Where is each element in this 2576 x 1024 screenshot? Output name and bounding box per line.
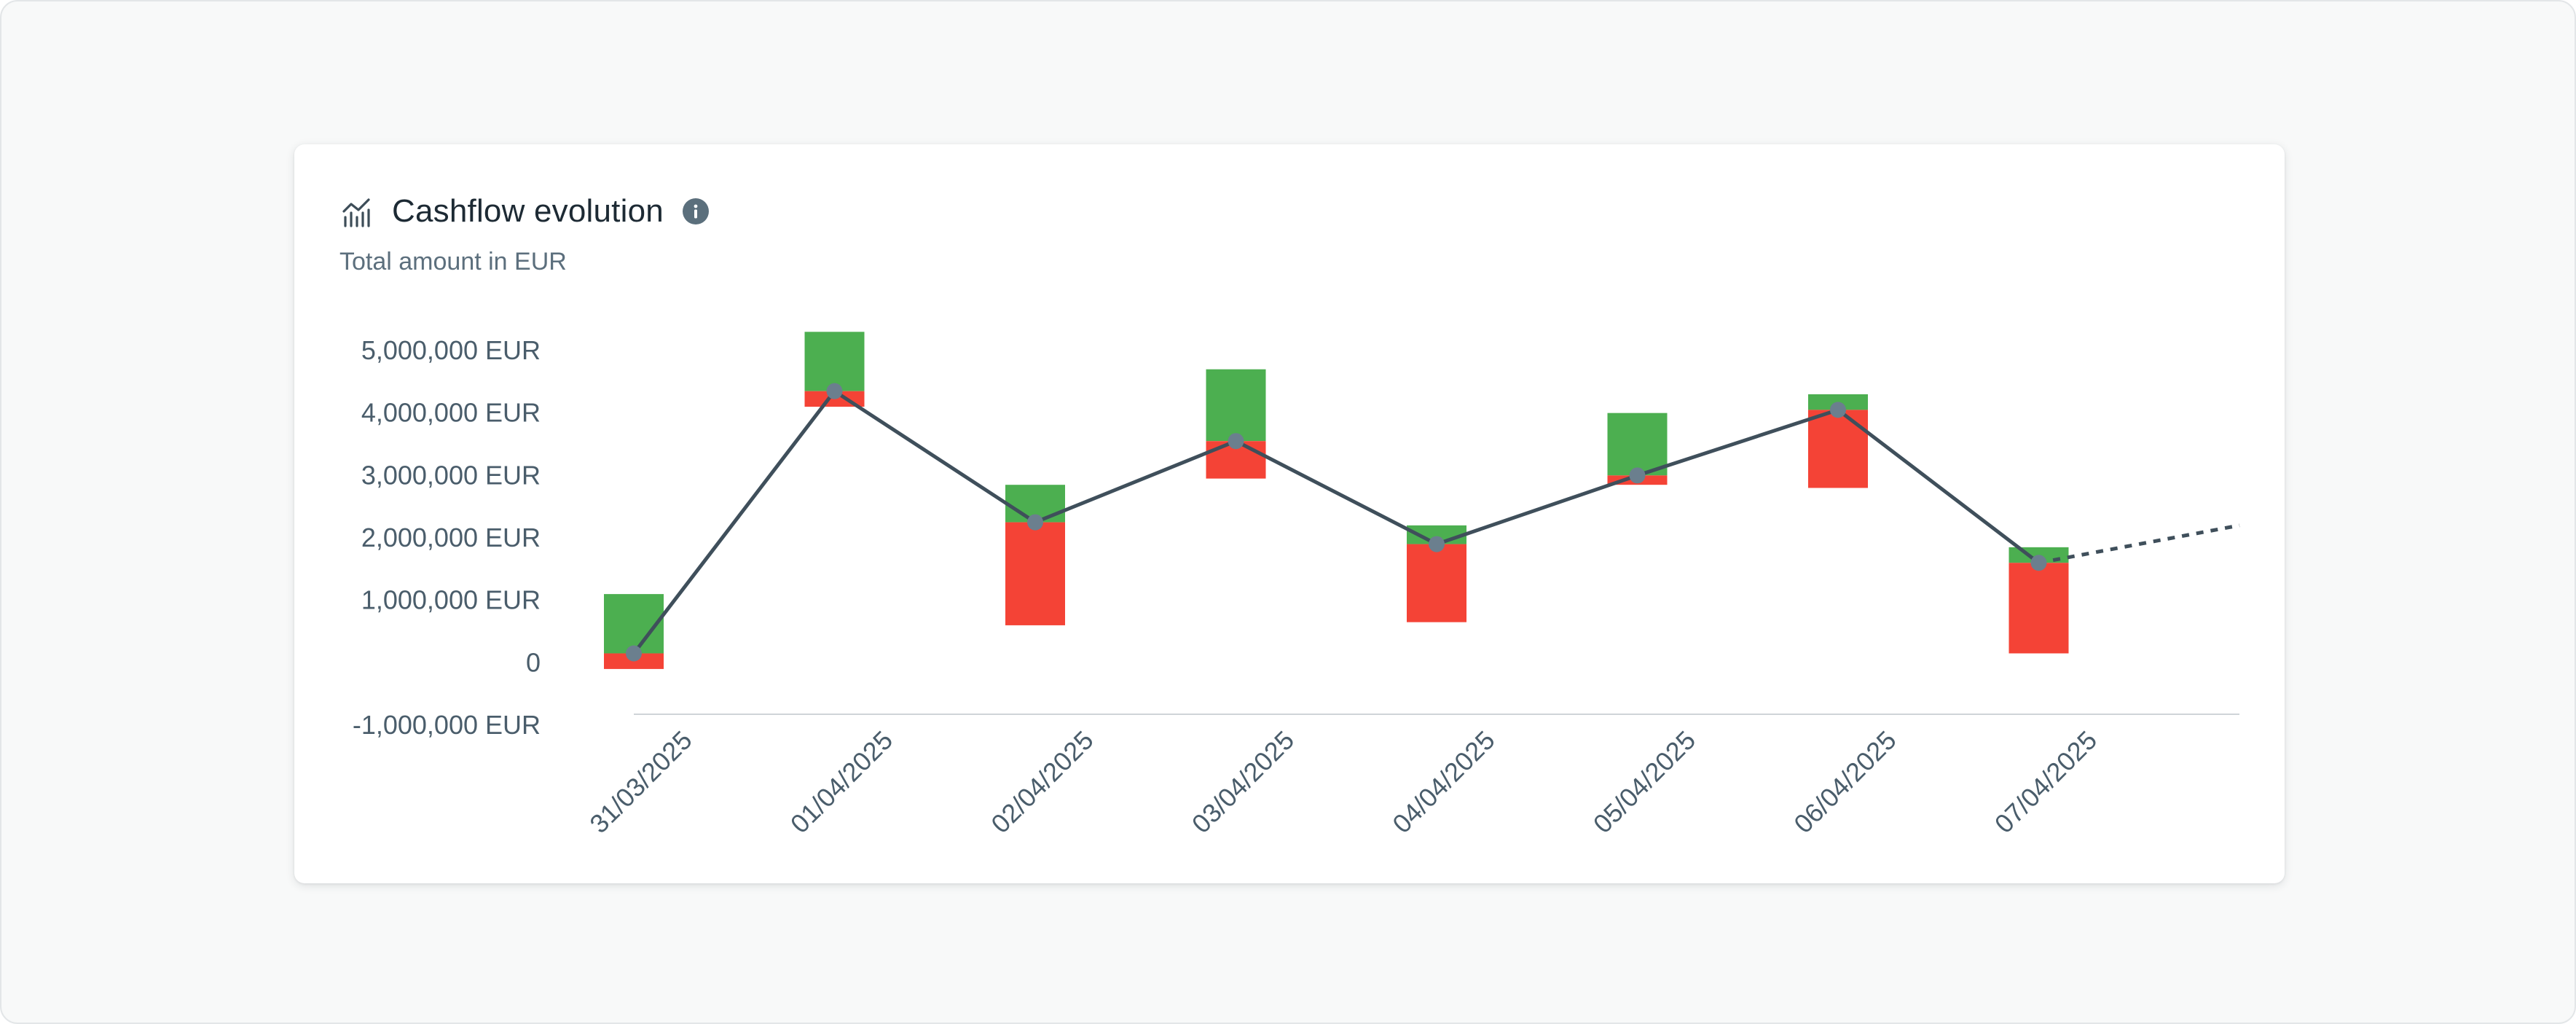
y-tick-label: 4,000,000 EUR bbox=[361, 398, 541, 428]
outflow-bar bbox=[1005, 522, 1065, 625]
x-tick-label: 02/04/2025 bbox=[985, 725, 1099, 839]
x-tick-label: 07/04/2025 bbox=[1989, 725, 2102, 839]
cashflow-card: Cashflow evolution Total amount in EUR 5… bbox=[294, 144, 2285, 883]
balance-point bbox=[626, 645, 642, 662]
y-tick-label: 3,000,000 EUR bbox=[361, 460, 541, 490]
card-title: Cashflow evolution bbox=[392, 193, 664, 229]
inflow-bar bbox=[1607, 413, 1668, 476]
balance-point bbox=[1429, 536, 1445, 552]
y-tick-label: 0 bbox=[526, 647, 541, 677]
y-tick-label: 1,000,000 EUR bbox=[361, 585, 541, 615]
balance-point bbox=[1830, 402, 1846, 418]
info-icon[interactable] bbox=[682, 198, 709, 224]
x-tick-label: 04/04/2025 bbox=[1386, 725, 1500, 839]
inflow-bar bbox=[1206, 369, 1266, 442]
x-tick-label: 05/04/2025 bbox=[1587, 725, 1701, 839]
outflow-bar bbox=[1808, 410, 1868, 488]
balance-point bbox=[1027, 514, 1043, 531]
x-tick-label: 01/04/2025 bbox=[785, 725, 898, 839]
card-subtitle: Total amount in EUR bbox=[339, 248, 567, 275]
balance-point bbox=[2030, 555, 2047, 571]
x-tick-label: 31/03/2025 bbox=[584, 725, 697, 839]
card-header: Cashflow evolution bbox=[339, 189, 709, 233]
inflow-bar bbox=[604, 594, 664, 654]
balance-point bbox=[826, 383, 843, 399]
balance-point bbox=[1629, 467, 1646, 484]
outflow-bar bbox=[2008, 563, 2069, 654]
forecast-line bbox=[2038, 523, 2240, 565]
balance-line bbox=[632, 389, 2041, 655]
y-tick-label: 5,000,000 EUR bbox=[361, 335, 541, 365]
balance-point bbox=[1228, 433, 1244, 450]
y-tick-label: 2,000,000 EUR bbox=[361, 523, 541, 552]
y-tick-label: -1,000,000 EUR bbox=[353, 710, 541, 740]
x-tick-label: 03/04/2025 bbox=[1186, 725, 1300, 839]
line-chart-icon bbox=[339, 194, 374, 229]
inflow-bar bbox=[804, 332, 865, 391]
cashflow-chart: 5,000,000 EUR 4,000,000 EUR 3,000,000 EUR 2… bbox=[353, 332, 2240, 839]
outflow-bar bbox=[1407, 544, 1466, 622]
x-tick-label: 06/04/2025 bbox=[1788, 725, 1901, 839]
